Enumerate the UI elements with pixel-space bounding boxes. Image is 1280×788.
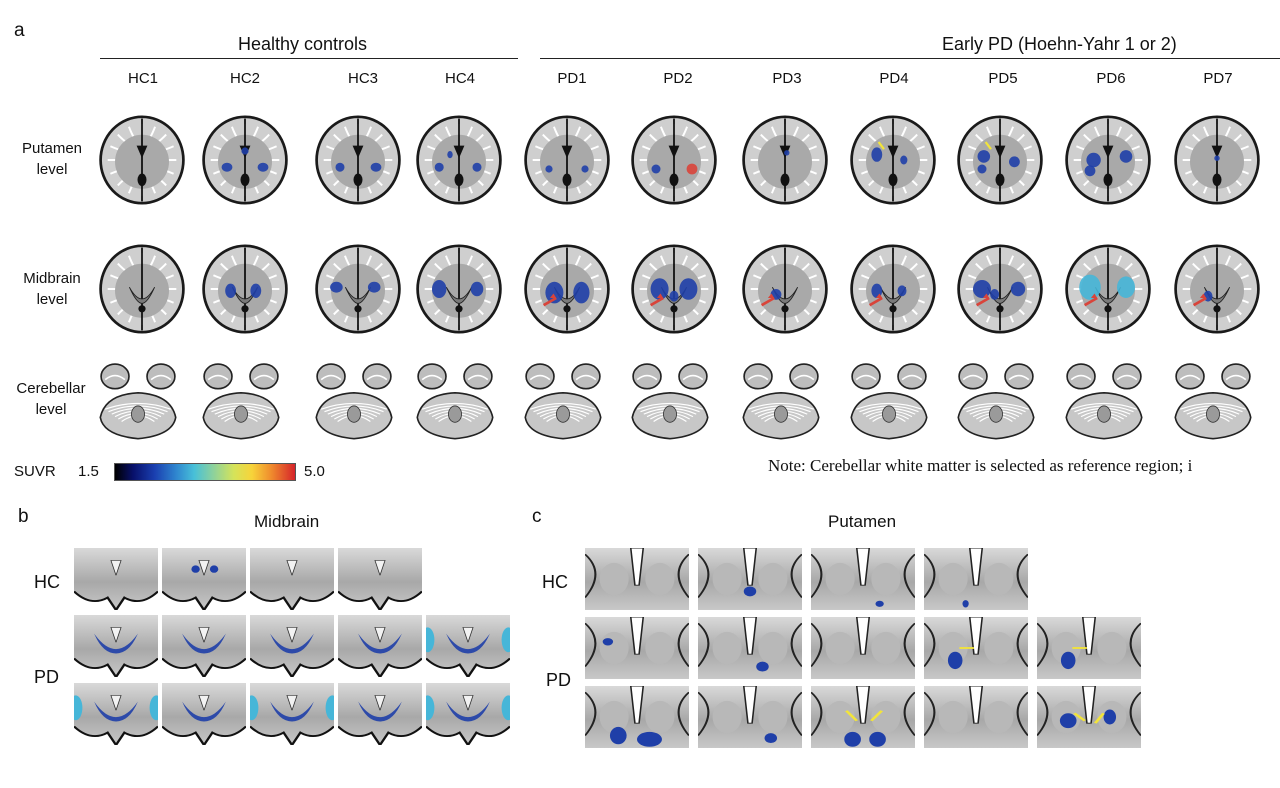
row-label-putamen-line1: Putamen bbox=[21, 140, 83, 157]
panel-c-hc-label: HC bbox=[542, 572, 568, 592]
putamen-tile-r3-c1 bbox=[585, 686, 689, 748]
brain-slice-mid-pd2 bbox=[631, 244, 717, 334]
putamen-tile-r1-c4 bbox=[924, 548, 1028, 610]
row-label-cerebellar-line1: Cerebellar bbox=[16, 380, 86, 397]
midbrain-tile-r3-c3 bbox=[250, 683, 334, 745]
brain-slice-cb-pd5 bbox=[957, 363, 1035, 440]
putamen-tile-r2-c2 bbox=[698, 617, 802, 679]
row-label-midbrain-line1: Midbrain bbox=[23, 270, 81, 287]
column-label-pd2: PD2 bbox=[663, 70, 693, 87]
suvr-max: 5.0 bbox=[304, 463, 325, 480]
brain-slice-mid-hc1 bbox=[99, 244, 185, 334]
panel-c-title: Putamen bbox=[828, 512, 897, 531]
putamen-tile-r3-c5 bbox=[1037, 686, 1141, 748]
column-label-hc2: HC2 bbox=[229, 70, 260, 87]
brain-slice-cb-pd1 bbox=[524, 363, 602, 440]
suvr-min: 1.5 bbox=[78, 463, 99, 480]
brain-slice-put-pd1 bbox=[524, 115, 610, 205]
brain-slice-put-hc4 bbox=[416, 115, 502, 205]
panel-b-letter: b bbox=[18, 506, 29, 527]
midbrain-tile-r1-c1 bbox=[74, 548, 158, 610]
midbrain-tile-r2-c2 bbox=[162, 615, 246, 677]
brain-slice-cb-pd4 bbox=[850, 363, 928, 440]
brain-slice-put-pd4 bbox=[850, 115, 936, 205]
putamen-tile-r2-c5 bbox=[1037, 617, 1141, 679]
column-label-hc1: HC1 bbox=[127, 70, 158, 87]
reference-region-note: Note: Cerebellar white matter is selecte… bbox=[768, 456, 1193, 475]
midbrain-tile-r1-c2 bbox=[162, 548, 246, 610]
hc-group-rule bbox=[100, 58, 518, 59]
column-label-pd7: PD7 bbox=[1203, 70, 1233, 87]
midbrain-tile-r2-c4 bbox=[338, 615, 422, 677]
midbrain-tile-r2-c1 bbox=[74, 615, 158, 677]
column-label-pd4: PD4 bbox=[879, 70, 909, 87]
brain-slice-cb-pd7 bbox=[1174, 363, 1252, 440]
midbrain-tile-r1-c4 bbox=[338, 548, 422, 610]
column-label-pd5: PD5 bbox=[988, 70, 1018, 87]
midbrain-tile-r2-c3 bbox=[250, 615, 334, 677]
suvr-colorbar bbox=[114, 463, 296, 481]
midbrain-tile-r1-c3 bbox=[250, 548, 334, 610]
brain-slice-put-pd2 bbox=[631, 115, 717, 205]
brain-slice-mid-pd1 bbox=[524, 244, 610, 334]
putamen-tile-r2-c3 bbox=[811, 617, 915, 679]
row-label-cerebellar: Cerebellar level bbox=[6, 378, 96, 420]
brain-slice-put-pd3 bbox=[742, 115, 828, 205]
column-label-pd3: PD3 bbox=[772, 70, 802, 87]
panel-b-pd-label: PD bbox=[34, 667, 60, 687]
panel-c-letter: c bbox=[532, 506, 542, 527]
brain-slice-put-pd6 bbox=[1065, 115, 1151, 205]
brain-slice-mid-hc3 bbox=[315, 244, 401, 334]
putamen-tile-r2-c4 bbox=[924, 617, 1028, 679]
group-label-early-pd: Early PD (Hoehn-Yahr 1 or 2) bbox=[942, 34, 1177, 54]
brain-slice-cb-pd2 bbox=[631, 363, 709, 440]
brain-slice-put-hc2 bbox=[202, 115, 288, 205]
brain-slice-mid-hc4 bbox=[416, 244, 502, 334]
brain-slice-cb-hc2 bbox=[202, 363, 280, 440]
brain-slice-mid-pd6 bbox=[1065, 244, 1151, 334]
panel-b-hc-label: HC bbox=[34, 572, 60, 592]
brain-slice-cb-pd3 bbox=[742, 363, 820, 440]
column-label-hc4: HC4 bbox=[444, 70, 475, 87]
row-label-midbrain-line2: level bbox=[36, 291, 68, 308]
putamen-tile-r3-c2 bbox=[698, 686, 802, 748]
brain-slice-cb-hc4 bbox=[416, 363, 494, 440]
brain-slice-mid-hc2 bbox=[202, 244, 288, 334]
brain-slice-put-hc3 bbox=[315, 115, 401, 205]
brain-slice-mid-pd5 bbox=[957, 244, 1043, 334]
midbrain-tile-r3-c4 bbox=[338, 683, 422, 745]
column-label-pd1: PD1 bbox=[557, 70, 587, 87]
brain-slice-put-pd7 bbox=[1174, 115, 1260, 205]
putamen-tile-r3-c4 bbox=[924, 686, 1028, 748]
putamen-tile-r1-c1 bbox=[585, 548, 689, 610]
midbrain-tile-r3-c5 bbox=[426, 683, 510, 745]
panel-c-pd-label: PD bbox=[546, 670, 572, 690]
pd-group-rule bbox=[540, 58, 1280, 59]
brain-slice-mid-pd4 bbox=[850, 244, 936, 334]
panel-a-letter: a bbox=[14, 20, 25, 41]
suvr-label: SUVR bbox=[14, 463, 56, 480]
midbrain-tile-r3-c2 bbox=[162, 683, 246, 745]
putamen-tile-r1-c3 bbox=[811, 548, 915, 610]
row-label-midbrain: Midbrain level bbox=[10, 268, 94, 310]
row-label-putamen-line2: level bbox=[36, 161, 68, 178]
column-label-pd6: PD6 bbox=[1096, 70, 1126, 87]
column-label-hc3: HC3 bbox=[347, 70, 378, 87]
putamen-tile-r1-c2 bbox=[698, 548, 802, 610]
midbrain-tile-r3-c1 bbox=[74, 683, 158, 745]
brain-slice-put-pd5 bbox=[957, 115, 1043, 205]
group-label-healthy-controls: Healthy controls bbox=[238, 34, 368, 54]
row-label-cerebellar-line2: level bbox=[35, 401, 67, 418]
brain-slice-mid-pd3 bbox=[742, 244, 828, 334]
putamen-tile-r2-c1 bbox=[585, 617, 689, 679]
row-label-putamen: Putamen level bbox=[10, 138, 94, 180]
brain-slice-cb-hc1 bbox=[99, 363, 177, 440]
brain-slice-mid-pd7 bbox=[1174, 244, 1260, 334]
midbrain-tile-r2-c5 bbox=[426, 615, 510, 677]
brain-slice-cb-hc3 bbox=[315, 363, 393, 440]
brain-slice-put-hc1 bbox=[99, 115, 185, 205]
brain-slice-cb-pd6 bbox=[1065, 363, 1143, 440]
putamen-tile-r3-c3 bbox=[811, 686, 915, 748]
panel-b-title: Midbrain bbox=[254, 512, 320, 531]
